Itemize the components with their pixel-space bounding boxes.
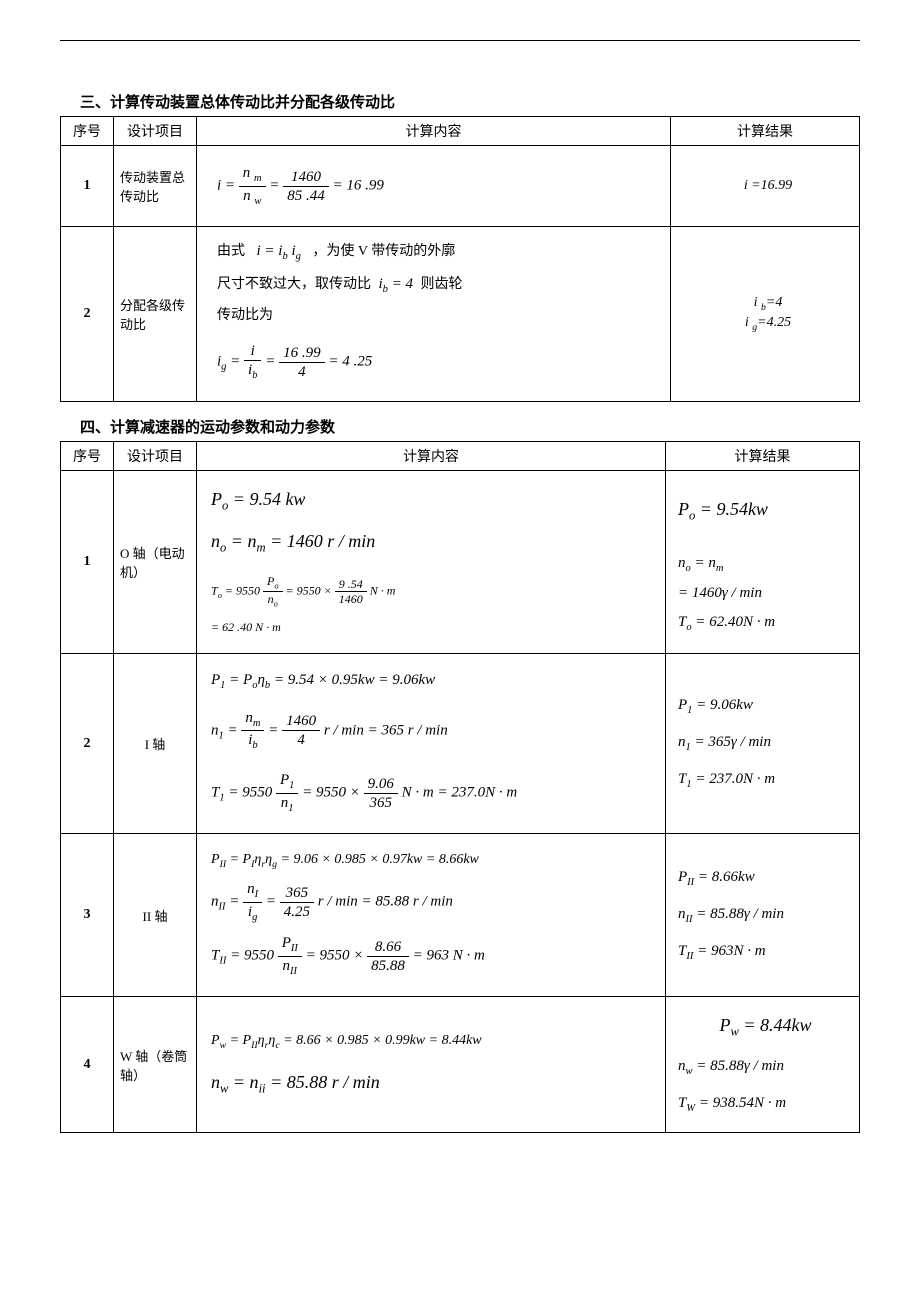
- row-calc: i = n mn w = 146085 .44 = 16 .99: [197, 146, 671, 227]
- table-row: 2 分配各级传动比 由式 i = ib ig ，为使 V 带传动的外廓 尺寸不致…: [61, 227, 860, 402]
- col-header: 设计项目: [114, 117, 197, 146]
- col-header: 计算内容: [197, 117, 671, 146]
- row-item: I 轴: [114, 653, 197, 833]
- row-num: 2: [61, 227, 114, 402]
- col-header: 序号: [61, 441, 114, 470]
- row-num: 3: [61, 834, 114, 997]
- row-calc: P1 = Poηb = 9.54 × 0.95kw = 9.06kw n1 = …: [197, 653, 666, 833]
- row-calc: 由式 i = ib ig ，为使 V 带传动的外廓 尺寸不致过大，取传动比 ib…: [197, 227, 671, 402]
- section4-title: 四、计算减速器的运动参数和动力参数: [80, 416, 860, 437]
- section3-title: 三、计算传动装置总体传动比并分配各级传动比: [80, 91, 860, 112]
- table-section4: 序号 设计项目 计算内容 计算结果 1 O 轴（电动机） Po = 9.54 k…: [60, 441, 860, 1133]
- table-row: 2 I 轴 P1 = Poηb = 9.54 × 0.95kw = 9.06kw…: [61, 653, 860, 833]
- col-header: 设计项目: [114, 441, 197, 470]
- table-header-row: 序号 设计项目 计算内容 计算结果: [61, 441, 860, 470]
- row-item: O 轴（电动机）: [114, 470, 197, 653]
- row-result: Po = 9.54kw no = nm = 1460γ / min To = 6…: [666, 470, 860, 653]
- row-result: P1 = 9.06kw n1 = 365γ / min T1 = 237.0N …: [666, 653, 860, 833]
- row-result: PII = 8.66kw nII = 85.88γ / min TII = 96…: [666, 834, 860, 997]
- row-item: W 轴（卷筒轴）: [114, 997, 197, 1133]
- row-num: 4: [61, 997, 114, 1133]
- row-calc: PII = PIηrηg = 9.06 × 0.985 × 0.97kw = 8…: [197, 834, 666, 997]
- table-section3: 序号 设计项目 计算内容 计算结果 1 传动装置总传动比 i = n mn w …: [60, 116, 860, 402]
- row-result: Pw = 8.44kw nw = 85.88γ / min TW = 938.5…: [666, 997, 860, 1133]
- row-result: i b=4 i g=4.25: [671, 227, 860, 402]
- col-header: 序号: [61, 117, 114, 146]
- row-item: 分配各级传动比: [114, 227, 197, 402]
- table-row: 1 O 轴（电动机） Po = 9.54 kw no = nm = 1460 r…: [61, 470, 860, 653]
- header-rule: [60, 40, 860, 41]
- row-num: 1: [61, 470, 114, 653]
- row-result: i =16.99: [671, 146, 860, 227]
- table-row: 1 传动装置总传动比 i = n mn w = 146085 .44 = 16 …: [61, 146, 860, 227]
- col-header: 计算内容: [197, 441, 666, 470]
- row-item: 传动装置总传动比: [114, 146, 197, 227]
- row-item: II 轴: [114, 834, 197, 997]
- row-calc: Po = 9.54 kw no = nm = 1460 r / min To =…: [197, 470, 666, 653]
- col-header: 计算结果: [666, 441, 860, 470]
- row-calc: Pw = PIIηrηc = 8.66 × 0.985 × 0.99kw = 8…: [197, 997, 666, 1133]
- row-num: 2: [61, 653, 114, 833]
- table-row: 3 II 轴 PII = PIηrηg = 9.06 × 0.985 × 0.9…: [61, 834, 860, 997]
- col-header: 计算结果: [671, 117, 860, 146]
- table-header-row: 序号 设计项目 计算内容 计算结果: [61, 117, 860, 146]
- table-row: 4 W 轴（卷筒轴） Pw = PIIηrηc = 8.66 × 0.985 ×…: [61, 997, 860, 1133]
- row-num: 1: [61, 146, 114, 227]
